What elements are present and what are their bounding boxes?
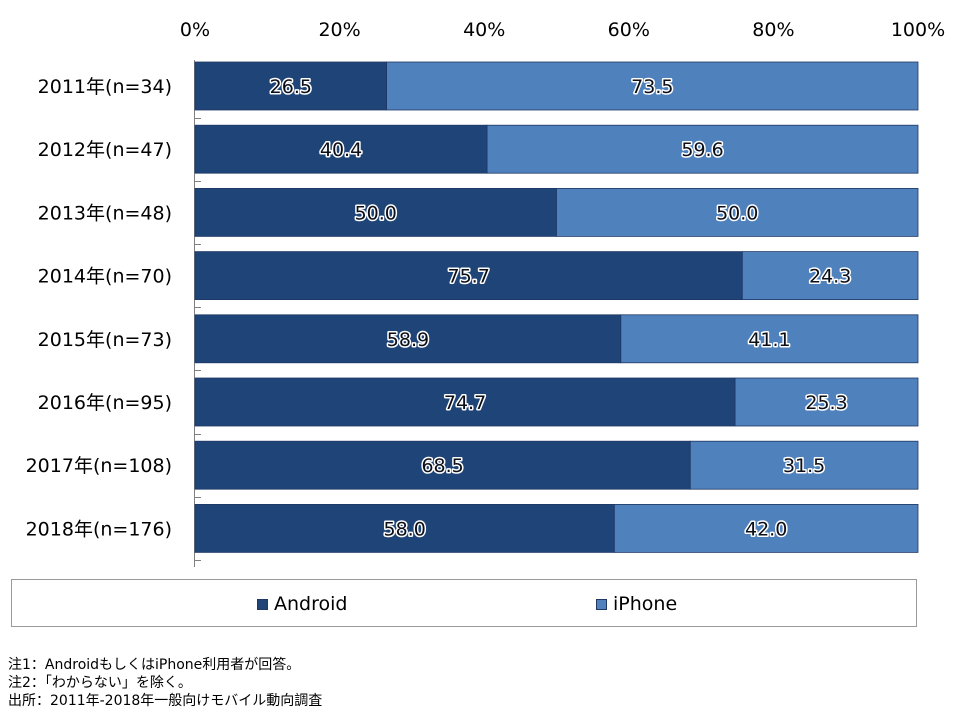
x-axis-ticks: 0% 20% 40% 60% 80% 100% bbox=[180, 19, 945, 41]
bar-android-segment bbox=[194, 314, 622, 364]
data-label-iphone: 31.5 bbox=[783, 455, 825, 477]
data-label-android: 58.0 bbox=[384, 518, 426, 540]
category-label: 2013年(n=48) bbox=[38, 202, 172, 224]
bar-iphone-segment bbox=[741, 251, 919, 301]
x-tick-label: 100% bbox=[891, 19, 945, 41]
bar-iphone-segment bbox=[386, 61, 919, 111]
bar-android-segment bbox=[194, 61, 387, 111]
note-2: 注2：「わからない」を除く。 bbox=[8, 675, 192, 691]
data-label-iphone: 25.3 bbox=[805, 392, 847, 414]
bar-android-segment bbox=[194, 440, 691, 490]
category-label: 2012年(n=47) bbox=[38, 139, 172, 161]
x-tick-label: 80% bbox=[752, 19, 794, 41]
bar-android-segment bbox=[194, 124, 488, 174]
bar-iphone-segment bbox=[486, 124, 919, 174]
bar-iphone-segment bbox=[734, 377, 919, 427]
data-label-android: 68.5 bbox=[421, 455, 463, 477]
x-tick-label: 0% bbox=[180, 19, 210, 41]
legend-label-iphone: iPhone bbox=[613, 593, 678, 615]
note-1: 注1：AndroidもしくはiPhone利用者が回答。 bbox=[8, 657, 301, 673]
bar-android-segment bbox=[194, 377, 736, 427]
data-label-iphone: 42.0 bbox=[745, 518, 787, 540]
data-label-android: 50.0 bbox=[355, 202, 397, 224]
x-tick-label: 40% bbox=[463, 19, 505, 41]
category-label: 2016年(n=95) bbox=[38, 392, 172, 414]
category-label: 2014年(n=70) bbox=[38, 266, 172, 288]
legend-item-iphone: iPhone bbox=[596, 593, 677, 615]
legend-swatch-android bbox=[257, 598, 268, 610]
x-tick-label: 20% bbox=[318, 19, 360, 41]
category-labels: 2011年(n=34) 2012年(n=47) 2013年(n=48) 2014年(n… bbox=[26, 76, 201, 561]
legend-label-android: Android bbox=[274, 593, 348, 615]
category-label: 2015年(n=73) bbox=[38, 329, 172, 351]
data-label-iphone: 73.5 bbox=[631, 76, 673, 98]
data-labels: 26.5 73.5 40.4 59.6 50.0 50.0 75.7 24.3 58.9 41.1… bbox=[268, 75, 853, 542]
bar-android-segment bbox=[194, 251, 743, 301]
data-label-iphone: 50.0 bbox=[716, 202, 758, 224]
legend-item-android: Android bbox=[257, 593, 347, 615]
category-label: 2017年(n=108) bbox=[26, 455, 172, 477]
bar-iphone-segment bbox=[689, 440, 919, 490]
bar-iphone-segment bbox=[556, 187, 919, 237]
category-label: 2018年(n=176) bbox=[26, 518, 172, 540]
data-label-android: 26.5 bbox=[270, 76, 312, 98]
x-tick-label: 60% bbox=[608, 19, 650, 41]
bar-android-segment bbox=[194, 187, 557, 237]
bar-segments bbox=[194, 61, 919, 553]
data-label-android: 40.4 bbox=[320, 139, 362, 161]
data-label-iphone: 59.6 bbox=[681, 139, 723, 161]
source-note: 出所：2011年-2018年一般向けモバイル動向調査 bbox=[8, 693, 323, 709]
category-label: 2011年(n=34) bbox=[38, 76, 172, 98]
bar-android-segment bbox=[194, 503, 615, 553]
data-label-iphone: 24.3 bbox=[809, 266, 851, 288]
data-label-android: 58.9 bbox=[387, 329, 429, 351]
data-label-iphone: 41.1 bbox=[748, 329, 790, 351]
bar-iphone-segment bbox=[620, 314, 919, 364]
legend-swatch-iphone bbox=[596, 598, 607, 610]
legend: Android iPhone bbox=[11, 579, 917, 627]
bar-iphone-segment bbox=[613, 503, 919, 553]
data-label-android: 74.7 bbox=[444, 392, 486, 414]
footnotes: 注1：AndroidもしくはiPhone利用者が回答。 注2：「わからない」を除… bbox=[8, 656, 322, 710]
data-label-android: 75.7 bbox=[447, 266, 489, 288]
